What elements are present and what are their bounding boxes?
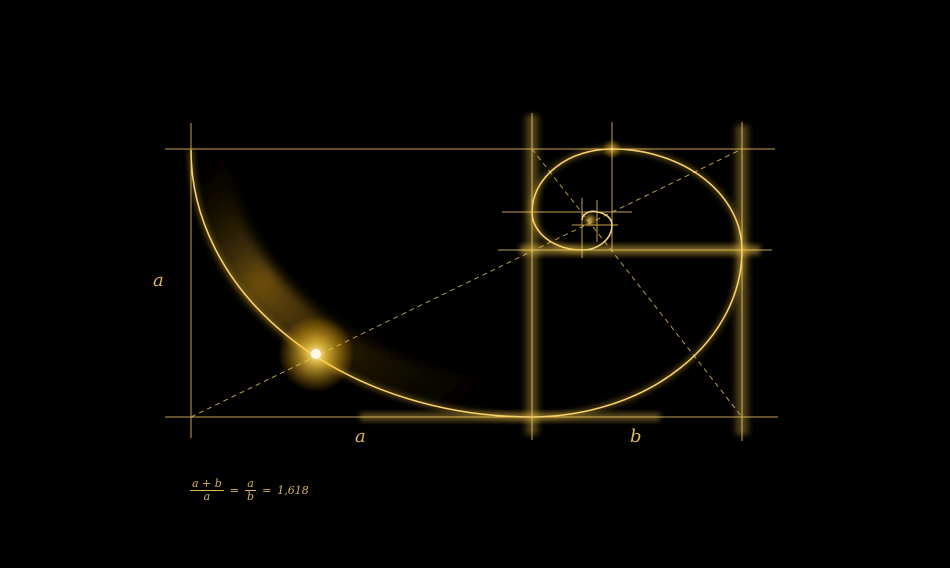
golden-ratio-formula: a + b a = a b = 1,618 (190, 478, 309, 502)
light-flare-core (311, 349, 321, 359)
bottom-label-a: a (355, 426, 366, 447)
right-glow (732, 125, 752, 435)
fraction-a-over-b: a b (245, 478, 256, 502)
divider-glow (522, 115, 542, 435)
fraction-denominator: b (247, 489, 255, 503)
inner-horizontal-glow (520, 243, 760, 257)
ratio-value: 1,618 (277, 483, 309, 497)
glint (602, 139, 622, 159)
bottom-label-b: b (630, 426, 642, 447)
fraction-numerator: a (245, 477, 256, 491)
equals-sign: = (229, 483, 240, 497)
equals-sign: = (262, 483, 272, 497)
glint (582, 212, 598, 228)
secondary-diagonal (531, 148, 743, 418)
fraction-numerator: a + b (190, 477, 224, 491)
side-label-a: a (153, 270, 164, 291)
fraction-denominator: a (203, 489, 211, 503)
arc-glow (191, 150, 531, 417)
fraction-a-plus-b-over-a: a + b a (190, 478, 224, 502)
